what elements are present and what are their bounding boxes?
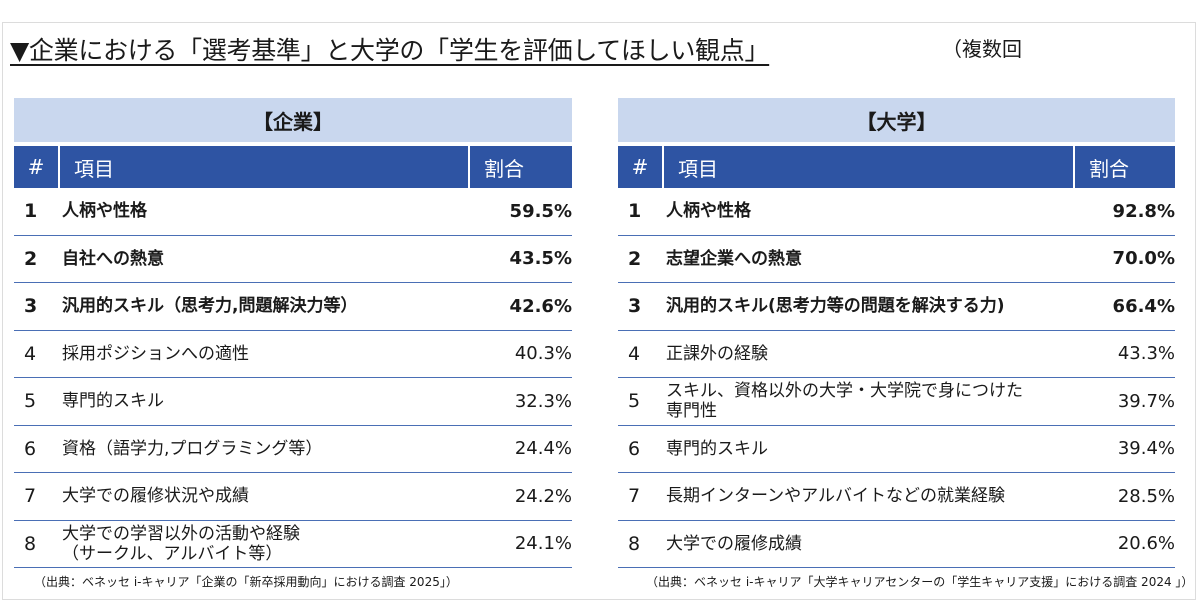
row-number: 1 — [24, 200, 38, 223]
row-item: 自社への熱意 — [62, 248, 164, 269]
company-column-header: # 項目 割合 — [14, 146, 572, 188]
column-number: # — [618, 146, 664, 188]
table-row: 2 自社への熱意 43.5% — [14, 236, 572, 283]
university-rows: 1 人柄や性格 92.8% 2 志望企業への熱意 70.0% 3 汎用的スキル(… — [618, 188, 1175, 568]
table-row: 8 大学での学習以外の活動や経験 （サークル、アルバイト等） 24.1% — [14, 521, 572, 568]
row-item: 汎用的スキル(思考力等の問題を解決する力) — [666, 296, 1005, 317]
row-number: 4 — [24, 342, 37, 365]
table-row: 2 志望企業への熱意 70.0% — [618, 236, 1175, 283]
row-rate: 39.7% — [1117, 390, 1175, 412]
table-row: 5 スキル、資格以外の大学・大学院で身につけた 専門性 39.7% — [618, 378, 1175, 426]
row-rate: 24.4% — [514, 438, 572, 460]
row-rate: 20.6% — [1117, 533, 1175, 555]
row-number: 2 — [24, 247, 38, 270]
column-number: # — [14, 146, 60, 188]
row-rate: 42.6% — [509, 295, 572, 317]
row-rate: 43.5% — [509, 248, 572, 270]
row-number: 8 — [628, 532, 641, 555]
table-row: 7 大学での履修状況や成績 24.2% — [14, 473, 572, 521]
row-item: 専門的スキル — [666, 438, 768, 459]
row-rate: 32.3% — [514, 390, 572, 412]
column-item: 項目 — [664, 146, 1075, 188]
row-number: 3 — [24, 295, 38, 318]
row-item: 採用ポジションへの適性 — [62, 343, 249, 364]
column-item: 項目 — [60, 146, 470, 188]
company-group-header: 【企業】 — [14, 98, 572, 142]
row-item: 汎用的スキル（思考力,問題解決力等） — [62, 296, 358, 317]
table-row: 1 人柄や性格 59.5% — [14, 188, 572, 236]
column-rate: 割合 — [1089, 156, 1129, 181]
university-column-header: # 項目 割合 — [618, 146, 1175, 188]
row-rate: 70.0% — [1112, 248, 1175, 270]
table-row: 3 汎用的スキル（思考力,問題解決力等） 42.6% — [14, 283, 572, 331]
row-item: 人柄や性格 — [62, 201, 147, 222]
row-rate: 24.1% — [514, 533, 572, 555]
university-table: 【大学】 # 項目 割合 1 人柄や性格 92.8% 2 志望企業への熱意 70… — [618, 98, 1175, 568]
page-heading: ▼企業における「選考基準」と大学の「学生を評価してほしい観点」 — [10, 36, 769, 66]
row-item: 専門的スキル — [62, 391, 164, 412]
table-row: 6 専門的スキル 39.4% — [618, 426, 1175, 473]
row-item: 大学での学習以外の活動や経験 （サークル、アルバイト等） — [62, 523, 300, 564]
row-number: 4 — [628, 342, 641, 365]
row-item: 資格（語学力,プログラミング等） — [62, 438, 323, 459]
row-rate: 28.5% — [1117, 485, 1175, 507]
row-rate: 43.3% — [1117, 343, 1175, 365]
table-row: 7 長期インターンやアルバイトなどの就業経験 28.5% — [618, 473, 1175, 521]
row-number: 7 — [628, 485, 641, 508]
row-number: 6 — [24, 437, 37, 460]
row-number: 1 — [628, 200, 642, 223]
company-rows: 1 人柄や性格 59.5% 2 自社への熱意 43.5% 3 汎用的スキル（思考… — [14, 188, 572, 568]
university-source-note: （出典：ベネッセ i-キャリア「大学キャリアセンターの「学生キャリア支援」におけ… — [646, 575, 1194, 589]
table-row: 5 専門的スキル 32.3% — [14, 378, 572, 426]
table-row: 1 人柄や性格 92.8% — [618, 188, 1175, 236]
company-table: 【企業】 # 項目 割合 1 人柄や性格 59.5% 2 自社への熱意 43.5… — [14, 98, 572, 568]
row-rate: 24.2% — [514, 485, 572, 507]
row-rate: 40.3% — [514, 343, 572, 365]
content-frame — [2, 22, 1196, 600]
row-rate: 66.4% — [1112, 295, 1175, 317]
row-rate: 92.8% — [1112, 200, 1175, 222]
row-item: スキル、資格以外の大学・大学院で身につけた 専門性 — [666, 381, 1023, 422]
row-number: 6 — [628, 437, 641, 460]
row-item: 正課外の経験 — [666, 343, 768, 364]
row-number: 7 — [24, 485, 37, 508]
column-rate: 割合 — [484, 156, 524, 181]
row-number: 5 — [628, 390, 641, 413]
row-rate: 59.5% — [509, 200, 572, 222]
row-number: 5 — [24, 390, 37, 413]
row-item: 人柄や性格 — [666, 201, 751, 222]
row-item: 大学での履修成績 — [666, 533, 802, 554]
table-row: 3 汎用的スキル(思考力等の問題を解決する力) 66.4% — [618, 283, 1175, 331]
row-item: 大学での履修状況や成績 — [62, 486, 249, 507]
row-number: 3 — [628, 295, 642, 318]
answer-note: （複数回 — [942, 37, 1022, 61]
company-source-note: （出典：ベネッセ i-キャリア「企業の「新卒採用動向」における調査 2025」） — [34, 575, 458, 589]
row-number: 2 — [628, 247, 642, 270]
row-item: 長期インターンやアルバイトなどの就業経験 — [666, 486, 1005, 507]
row-item: 志望企業への熱意 — [666, 248, 802, 269]
table-row: 4 正課外の経験 43.3% — [618, 331, 1175, 378]
university-group-header: 【大学】 — [618, 98, 1175, 142]
row-number: 8 — [24, 532, 37, 555]
table-row: 4 採用ポジションへの適性 40.3% — [14, 331, 572, 378]
row-rate: 39.4% — [1117, 438, 1175, 460]
table-row: 6 資格（語学力,プログラミング等） 24.4% — [14, 426, 572, 473]
heading-text: ▼企業における「選考基準」と大学の「学生を評価してほしい観点」 — [10, 36, 770, 65]
table-row: 8 大学での履修成績 20.6% — [618, 521, 1175, 568]
